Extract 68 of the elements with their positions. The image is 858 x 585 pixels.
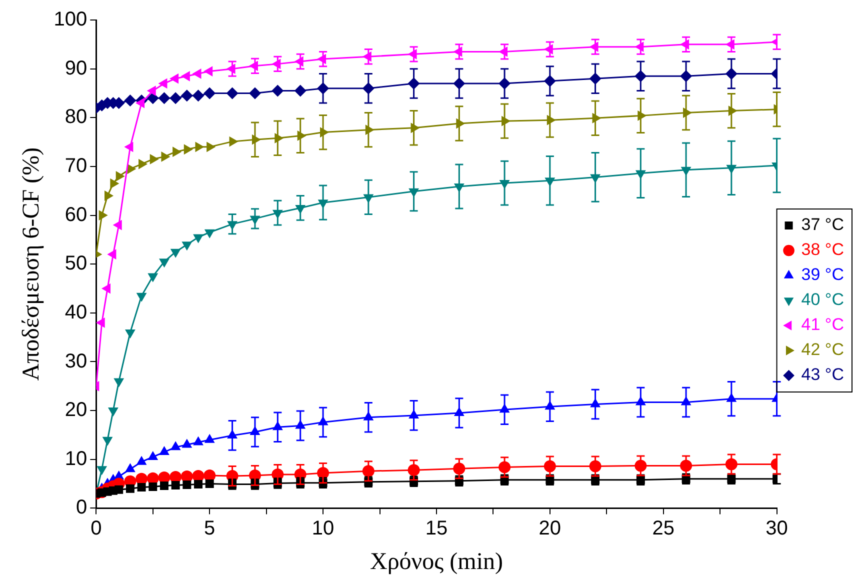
point bbox=[204, 87, 216, 100]
point bbox=[195, 142, 204, 152]
point bbox=[182, 480, 192, 490]
x-tick-label: 20 bbox=[538, 518, 562, 540]
point bbox=[204, 229, 215, 238]
y-axis-title: Αποδέσμευση 6-CF (%) bbox=[18, 147, 45, 381]
point bbox=[171, 481, 180, 490]
y-tick-label: 50 bbox=[64, 252, 88, 275]
x-axis-title: Χρόνος (min) bbox=[370, 548, 503, 575]
legend-label: 41 °C bbox=[801, 315, 844, 334]
point bbox=[204, 434, 215, 443]
legend-label: 42 °C bbox=[801, 340, 844, 360]
x-tick-label: 10 bbox=[312, 518, 334, 540]
x-tick-label: 15 bbox=[425, 518, 448, 540]
point bbox=[192, 90, 204, 102]
point bbox=[294, 84, 306, 97]
point bbox=[126, 484, 134, 493]
legend-label: 38 °C bbox=[801, 240, 844, 260]
y-tick-label: 10 bbox=[64, 448, 88, 470]
point bbox=[229, 136, 238, 147]
point bbox=[180, 90, 193, 102]
y-tick-label: 80 bbox=[64, 106, 88, 128]
point bbox=[148, 450, 158, 460]
point bbox=[272, 84, 284, 97]
point bbox=[248, 87, 261, 100]
point bbox=[116, 171, 125, 182]
point bbox=[194, 480, 203, 489]
point bbox=[204, 66, 213, 76]
point bbox=[125, 463, 136, 472]
y-tick-label: 0 bbox=[76, 496, 88, 519]
x-tick-label: 0 bbox=[90, 518, 102, 540]
point bbox=[150, 154, 159, 164]
y-tick-label: 40 bbox=[64, 301, 88, 324]
y-tick-label: 90 bbox=[64, 57, 88, 80]
point bbox=[148, 482, 158, 491]
y-tick-label: 30 bbox=[64, 350, 88, 372]
point bbox=[124, 94, 136, 107]
point bbox=[102, 283, 111, 294]
point bbox=[136, 98, 145, 108]
point bbox=[170, 73, 179, 84]
point bbox=[205, 480, 214, 488]
y-tick-label: 60 bbox=[64, 204, 88, 226]
point bbox=[158, 92, 170, 104]
y-tick-label: 20 bbox=[64, 399, 88, 422]
x-tick-label: 5 bbox=[204, 518, 216, 540]
point bbox=[170, 92, 182, 104]
y-tick-label: 100 bbox=[54, 8, 88, 31]
point bbox=[137, 482, 146, 492]
point bbox=[161, 152, 170, 162]
point bbox=[170, 441, 181, 450]
x-tick-label: 30 bbox=[766, 518, 788, 540]
point bbox=[136, 456, 147, 465]
point bbox=[114, 485, 124, 494]
point bbox=[193, 436, 204, 446]
point bbox=[184, 144, 193, 155]
legend-label: 43 °C bbox=[801, 365, 844, 384]
legend-label: 39 °C bbox=[801, 265, 844, 284]
legend-label: 40 °C bbox=[801, 290, 844, 310]
point bbox=[98, 210, 108, 220]
legend-label: 37 °C bbox=[801, 215, 844, 234]
y-tick-label: 70 bbox=[64, 154, 88, 177]
point bbox=[159, 446, 170, 456]
point bbox=[226, 87, 238, 100]
x-tick-label: 25 bbox=[652, 518, 674, 540]
point bbox=[170, 248, 181, 258]
point bbox=[182, 438, 192, 448]
point bbox=[160, 482, 168, 490]
point bbox=[110, 178, 120, 189]
